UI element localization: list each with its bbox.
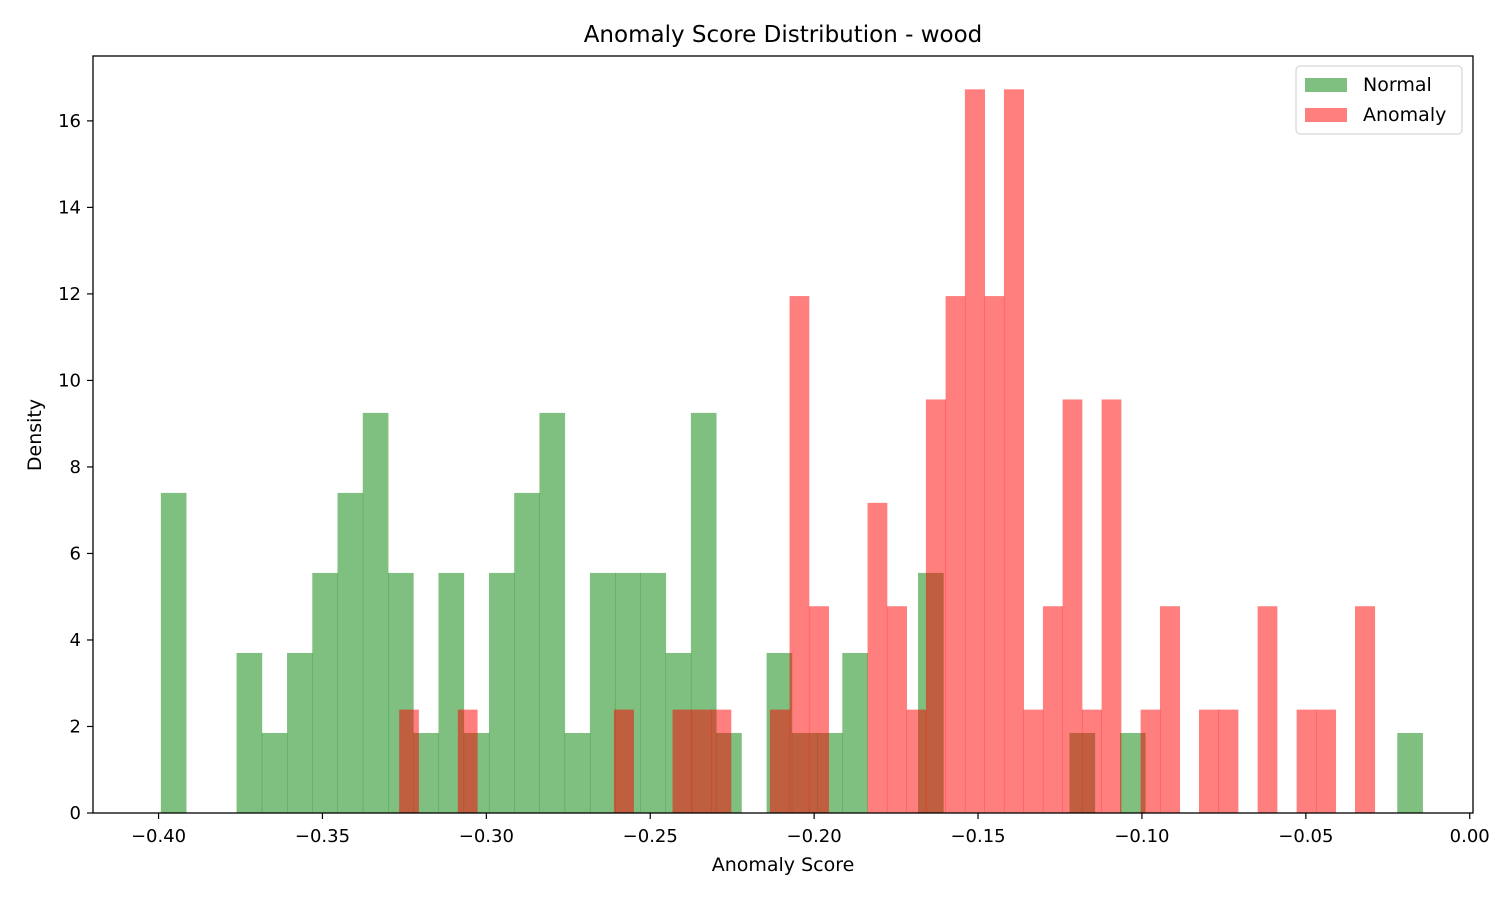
y-tick-label: 8	[70, 457, 81, 478]
series-anomaly	[399, 89, 1376, 814]
bar-anomaly-29	[1355, 606, 1376, 813]
bar-anomaly-8	[808, 606, 829, 813]
x-axis-label: Anomaly Score	[712, 854, 855, 876]
x-tick-label: −0.15	[950, 826, 1005, 847]
y-axis: 0 2 4 6 8 10 12 14 16	[58, 111, 93, 824]
bar-anomaly-16	[1003, 89, 1024, 813]
y-axis-label: Density	[24, 399, 46, 471]
legend: Normal Anomaly	[1295, 65, 1463, 135]
legend-label-normal: Normal	[1363, 74, 1432, 96]
legend-swatch-normal	[1305, 78, 1347, 92]
series-normal	[160, 412, 1423, 813]
bar-normal-13	[539, 412, 566, 813]
plot-frame	[92, 55, 1474, 814]
bar-normal-11	[488, 572, 515, 813]
bar-normal-14	[564, 732, 591, 813]
bar-anomaly-14	[964, 89, 985, 813]
bar-normal-17	[640, 572, 667, 813]
bar-normal-5	[337, 492, 364, 813]
bar-anomaly-13	[945, 296, 966, 814]
bar-anomaly-24	[1198, 709, 1220, 813]
x-tick-label: −0.25	[623, 826, 678, 847]
bar-normal-3	[287, 652, 313, 813]
bar-anomaly-4	[691, 709, 712, 813]
legend-label-anomaly: Anomaly	[1363, 104, 1446, 126]
bar-anomaly-20	[1081, 709, 1103, 813]
bar-anomaly-28	[1315, 709, 1337, 813]
x-tick-label: −0.05	[1278, 826, 1333, 847]
y-tick-label: 16	[58, 111, 81, 132]
bar-normal-6	[362, 412, 389, 813]
y-tick-label: 6	[70, 543, 81, 564]
bar-anomaly-11	[906, 709, 927, 813]
x-tick-label: −0.40	[131, 826, 186, 847]
bar-anomaly-7	[789, 296, 810, 814]
chart-title: Anomaly Score Distribution - wood	[584, 22, 983, 48]
bar-anomaly-0	[399, 709, 419, 813]
bar-normal-2	[261, 732, 288, 813]
bar-normal-1	[236, 652, 263, 813]
y-tick-label: 12	[58, 284, 81, 305]
bar-anomaly-26	[1257, 606, 1278, 813]
bar-normal-0	[160, 492, 187, 813]
bar-normal-24	[842, 652, 868, 813]
bar-anomaly-21	[1101, 399, 1122, 813]
bar-normal-15	[589, 572, 616, 813]
bar-anomaly-15	[984, 296, 1005, 814]
y-tick-label: 0	[70, 803, 81, 824]
bar-anomaly-17	[1023, 709, 1044, 813]
y-tick-label: 2	[70, 716, 81, 737]
bar-normal-12	[514, 492, 540, 813]
x-tick-label: −0.20	[787, 826, 842, 847]
bar-anomaly-12	[925, 399, 946, 813]
legend-swatch-anomaly	[1305, 108, 1347, 122]
x-axis: −0.40 −0.35 −0.30 −0.25 −0.20 −0.15 −0.10 −0.05…	[131, 813, 1490, 847]
x-tick-label: −0.10	[1114, 826, 1169, 847]
bar-anomaly-6	[769, 709, 790, 813]
bar-anomaly-19	[1062, 399, 1083, 813]
y-tick-label: 14	[58, 197, 81, 218]
x-tick-label: −0.35	[295, 826, 350, 847]
x-tick-label: −0.30	[459, 826, 514, 847]
bar-normal-4	[312, 572, 338, 813]
y-tick-label: 4	[70, 630, 81, 651]
bar-normal-28	[1397, 732, 1423, 813]
bar-anomaly-5	[711, 709, 732, 813]
bar-anomaly-25	[1218, 709, 1239, 813]
bar-anomaly-18	[1042, 606, 1064, 813]
bar-anomaly-2	[613, 709, 634, 813]
bar-anomaly-3	[672, 709, 693, 813]
bar-anomaly-1	[457, 709, 478, 813]
bar-anomaly-22	[1140, 709, 1161, 813]
bar-anomaly-9	[867, 502, 888, 813]
bar-anomaly-23	[1159, 606, 1181, 813]
y-tick-label: 10	[58, 370, 81, 391]
bar-anomaly-27	[1296, 709, 1317, 813]
bars-layer	[160, 89, 1423, 814]
x-tick-label: 0.00	[1450, 826, 1490, 847]
bar-anomaly-10	[886, 606, 907, 813]
